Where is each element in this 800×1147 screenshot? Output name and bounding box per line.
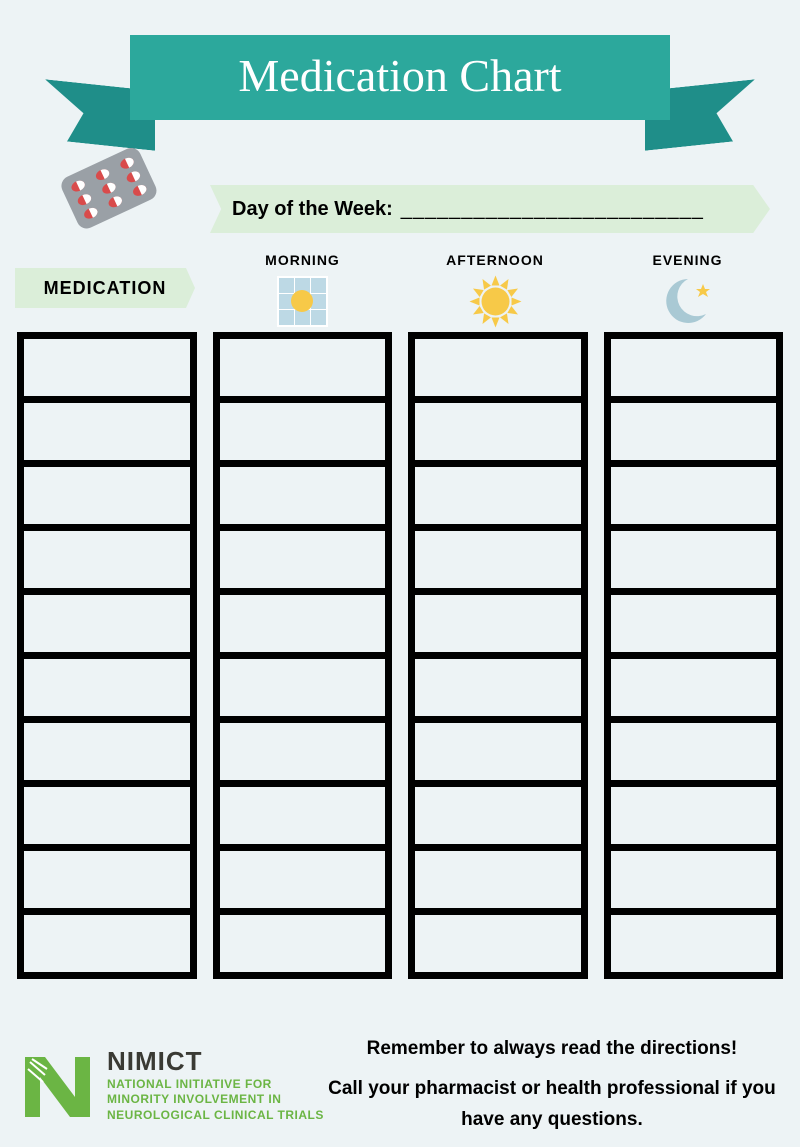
morning-header: MORNING <box>215 252 390 329</box>
grid-cell[interactable] <box>611 339 777 396</box>
grid-cell[interactable] <box>24 595 190 652</box>
medication-label: MEDICATION <box>44 278 167 299</box>
grid-cell[interactable] <box>220 723 386 780</box>
grid-cell[interactable] <box>415 595 581 652</box>
grid-cell[interactable] <box>24 659 190 716</box>
org-tagline-1: NATIONAL INITIATIVE FOR <box>107 1077 324 1093</box>
grid-cell[interactable] <box>220 403 386 460</box>
afternoon-header: AFTERNOON <box>408 252 583 329</box>
grid-cell[interactable] <box>611 531 777 588</box>
medication-name-column <box>17 332 197 979</box>
grid-cell[interactable] <box>24 723 190 780</box>
footer-message: Remember to always read the directions! … <box>324 1034 780 1135</box>
grid-cell[interactable] <box>24 915 190 972</box>
nimict-logo-icon <box>20 1047 95 1122</box>
morning-icon <box>215 274 390 329</box>
grid-cell[interactable] <box>611 723 777 780</box>
grid-cell[interactable] <box>220 339 386 396</box>
day-blank-line: _________________________ <box>401 198 704 221</box>
evening-header: EVENING <box>600 252 775 329</box>
grid-cell[interactable] <box>220 467 386 524</box>
grid-cell[interactable] <box>415 403 581 460</box>
evening-column <box>604 332 784 979</box>
afternoon-column <box>408 332 588 979</box>
grid-cell[interactable] <box>415 339 581 396</box>
grid-cell[interactable] <box>415 659 581 716</box>
grid-cell[interactable] <box>611 915 777 972</box>
footer-line-1: Remember to always read the directions! <box>324 1034 780 1064</box>
grid-cell[interactable] <box>415 723 581 780</box>
org-tagline-2: MINORITY INVOLVEMENT IN <box>107 1092 324 1108</box>
org-name: NIMICT <box>107 1046 324 1077</box>
footer-line-2: Call your pharmacist or health professio… <box>324 1074 780 1135</box>
grid-cell[interactable] <box>220 851 386 908</box>
grid-cell[interactable] <box>611 595 777 652</box>
day-of-week-field[interactable]: Day of the Week: _______________________… <box>210 185 770 233</box>
evening-label: EVENING <box>600 252 775 268</box>
grid-cell[interactable] <box>611 851 777 908</box>
grid-cell[interactable] <box>611 467 777 524</box>
time-column-headers: MORNING AFTERNOON <box>215 252 775 329</box>
grid-cell[interactable] <box>24 403 190 460</box>
grid-cell[interactable] <box>220 787 386 844</box>
grid-cell[interactable] <box>24 787 190 844</box>
org-block: NIMICT NATIONAL INITIATIVE FOR MINORITY … <box>107 1046 324 1124</box>
grid-cell[interactable] <box>220 659 386 716</box>
medication-column-header: MEDICATION <box>15 268 195 308</box>
grid-cell[interactable] <box>611 787 777 844</box>
grid-cell[interactable] <box>415 787 581 844</box>
grid-cell[interactable] <box>220 595 386 652</box>
org-tagline-3: NEUROLOGICAL CLINICAL TRIALS <box>107 1108 324 1124</box>
grid-cell[interactable] <box>220 915 386 972</box>
grid-cell[interactable] <box>24 851 190 908</box>
grid-cell[interactable] <box>24 467 190 524</box>
grid-cell[interactable] <box>415 851 581 908</box>
grid-cell[interactable] <box>415 915 581 972</box>
grid-cell[interactable] <box>611 659 777 716</box>
pill-pack-icon <box>55 142 164 239</box>
afternoon-label: AFTERNOON <box>408 252 583 268</box>
grid-cell[interactable] <box>415 531 581 588</box>
page-title: Medication Chart <box>130 35 670 120</box>
grid-cell[interactable] <box>24 531 190 588</box>
day-label: Day of the Week: <box>232 198 393 221</box>
grid-cell[interactable] <box>611 403 777 460</box>
grid-cell[interactable] <box>220 531 386 588</box>
medication-grid <box>17 332 783 979</box>
morning-label: MORNING <box>215 252 390 268</box>
grid-cell[interactable] <box>24 339 190 396</box>
title-banner: Medication Chart <box>50 35 750 120</box>
footer: NIMICT NATIONAL INITIATIVE FOR MINORITY … <box>20 1034 780 1135</box>
afternoon-icon <box>408 274 583 329</box>
grid-cell[interactable] <box>415 467 581 524</box>
morning-column <box>213 332 393 979</box>
evening-icon <box>600 274 775 329</box>
